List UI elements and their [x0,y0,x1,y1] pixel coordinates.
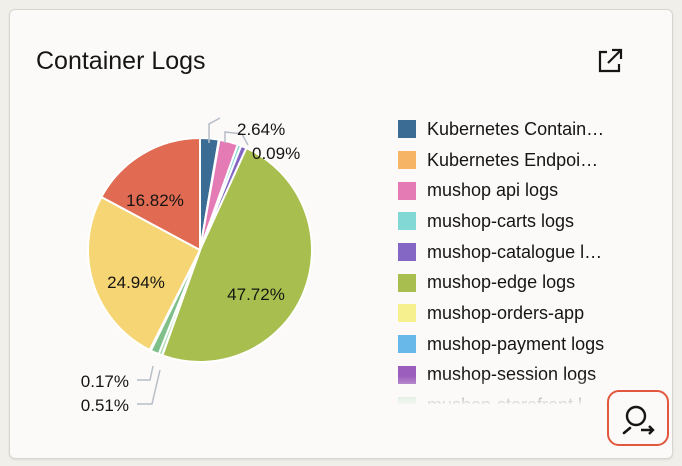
pie-slice[interactable] [99,136,201,252]
container-logs-widget: Container Logs 2.64% 0.09% 47.72% 0.17% 0.51… [9,9,673,459]
legend-label: mushop-carts logs [427,210,575,231]
legend-swatch [398,181,416,200]
legend-swatch [398,212,416,231]
widget-title: Container Logs [36,47,206,75]
legend-item[interactable]: mushop-catalogue l… [398,237,648,268]
chart-legend: Kubernetes Contain… Kubernetes Endpoi… mus… [398,114,648,404]
legend-label: mushop-payment logs [427,333,605,354]
legend-label: mushop api logs [427,180,559,201]
legend-item[interactable]: mushop-edge logs [398,267,648,298]
legend-label: Kubernetes Contain… [427,118,605,139]
leader-line [224,131,249,146]
leader-line [208,117,221,143]
legend-item[interactable]: Kubernetes Endpoi… [398,145,648,176]
legend-item[interactable]: mushop-storefront l… [398,390,648,404]
explore-logs-button[interactable] [607,390,669,446]
leader-line [137,365,154,381]
legend-item[interactable]: mushop-carts logs [398,206,648,237]
pie-chart: 2.64% 0.09% 47.72% 0.17% 0.51% 24.94% 16.82% [81,117,313,415]
legend-label: mushop-edge logs [427,272,576,293]
legend-swatch [398,396,416,404]
data-label: 0.17% [81,372,129,391]
legend-label: Kubernetes Endpoi… [427,149,599,170]
legend-item[interactable]: Kubernetes Contain… [398,114,648,145]
legend-swatch [398,335,416,354]
legend-label: mushop-catalogue l… [427,241,603,262]
data-label: 16.82% [126,191,184,210]
legend-swatch [398,151,416,170]
legend-swatch [398,120,416,139]
legend-swatch [398,304,416,323]
legend-swatch [398,273,416,292]
pie-slice[interactable] [161,146,313,363]
legend-item[interactable]: mushop-session logs [398,360,648,391]
legend-label: mushop-storefront l… [427,395,600,404]
data-label: 2.64% [237,120,285,139]
legend-item[interactable]: mushop-orders-app [398,298,648,329]
leader-line [137,369,161,405]
legend-label: mushop-session logs [427,364,597,385]
legend-swatch [398,243,416,262]
legend-label: mushop-orders-app [427,302,585,323]
data-label: 0.51% [81,396,129,415]
data-label: 24.94% [107,273,165,292]
data-label: 47.72% [227,285,285,304]
external-link-icon[interactable] [594,46,624,76]
legend-swatch [398,365,416,384]
legend-item[interactable]: mushop api logs [398,175,648,206]
legend-item[interactable]: mushop-payment logs [398,329,648,360]
search-explore-icon [622,405,655,435]
data-label: 0.09% [252,144,300,163]
